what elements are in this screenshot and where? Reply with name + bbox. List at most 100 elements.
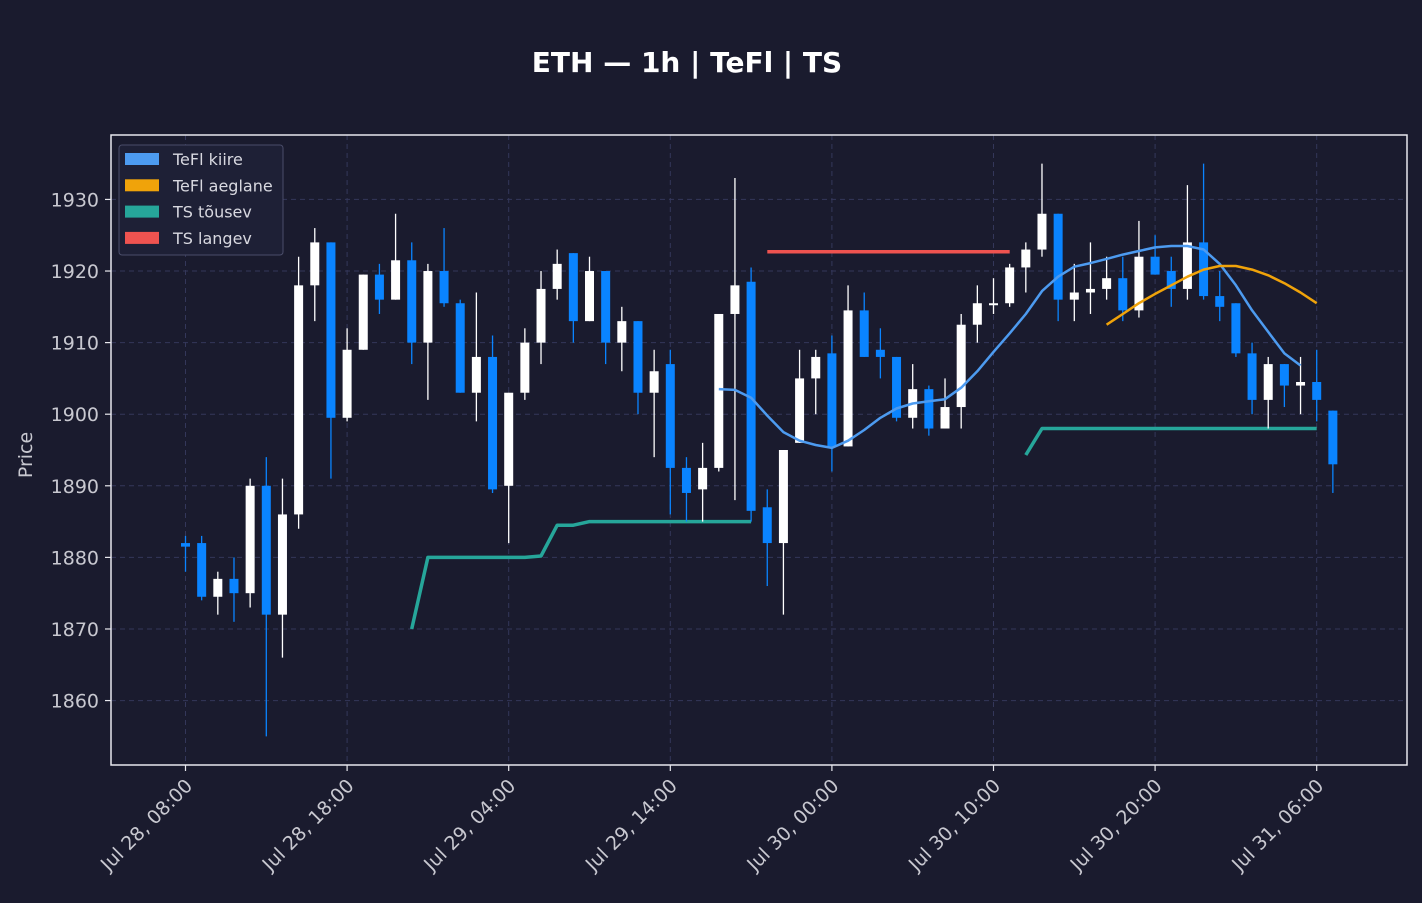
candle xyxy=(181,535,190,572)
candle xyxy=(1037,163,1047,257)
tefl-fast-line xyxy=(718,244,1302,450)
candle xyxy=(795,349,805,443)
y-axis-label: Price xyxy=(15,432,37,478)
legend: TeFl kiire TeFl aeglane TS tõusev TS langev xyxy=(118,144,284,256)
candle xyxy=(197,535,207,601)
candle-body xyxy=(229,578,239,594)
tefl-slow-line xyxy=(1105,264,1318,326)
candle-body xyxy=(1150,256,1160,275)
candle-body xyxy=(1296,381,1306,386)
candle xyxy=(681,457,691,522)
candle-body xyxy=(488,356,498,490)
legend-box xyxy=(118,144,284,256)
y-tick-label: 1920 xyxy=(51,261,99,283)
candle-body xyxy=(1247,353,1257,400)
candle xyxy=(568,253,578,343)
candle xyxy=(391,213,401,300)
y-tick-label: 1870 xyxy=(51,619,99,641)
candle-body xyxy=(294,285,304,515)
candle-body xyxy=(181,543,190,547)
candle xyxy=(1247,342,1257,415)
legend-swatch xyxy=(125,231,159,244)
candle-body xyxy=(859,310,869,357)
candle-body xyxy=(568,253,578,322)
candle-body xyxy=(1215,296,1225,307)
y-axis: 1860 1870 1880 1890 1900 1910 1920 1930 xyxy=(51,189,111,713)
candle xyxy=(698,442,708,522)
candle-body xyxy=(714,313,724,468)
candle xyxy=(956,313,966,429)
candle-body xyxy=(892,356,902,418)
candle xyxy=(1102,256,1112,300)
candle xyxy=(1053,213,1063,322)
legend-swatch xyxy=(125,153,159,165)
candle xyxy=(1118,256,1128,322)
candle-body xyxy=(374,274,384,300)
legend-label: TS tõusev xyxy=(172,203,252,222)
candle xyxy=(875,328,885,379)
candle-body xyxy=(1134,256,1144,311)
candle-body xyxy=(197,543,207,597)
candle xyxy=(213,571,223,615)
candle-body xyxy=(439,271,449,304)
candle-body xyxy=(730,285,740,314)
candle xyxy=(746,267,756,522)
candle xyxy=(665,349,675,515)
candle-body xyxy=(1182,242,1192,289)
candle-body xyxy=(1053,213,1063,300)
candle-body xyxy=(391,260,401,300)
candle xyxy=(859,292,869,357)
legend-label: TeFl aeglane xyxy=(172,176,273,195)
plot-frame xyxy=(110,134,1408,766)
y-tick-label: 1890 xyxy=(51,476,99,498)
candle-body xyxy=(358,274,368,350)
candle-body xyxy=(1069,292,1079,300)
candle-body xyxy=(1166,271,1176,289)
candle xyxy=(633,321,643,415)
plot-area xyxy=(181,163,1338,737)
candle-body xyxy=(1005,267,1015,304)
y-tick-label: 1880 xyxy=(51,547,99,569)
candle xyxy=(488,335,498,493)
candle xyxy=(843,285,853,447)
legend-label: TS langev xyxy=(172,229,252,248)
candle-body xyxy=(310,242,320,286)
candle xyxy=(229,557,239,622)
candle xyxy=(342,328,352,422)
candle xyxy=(1069,263,1079,322)
candle-body xyxy=(681,467,691,493)
candle xyxy=(407,242,417,365)
candle-body xyxy=(762,507,772,544)
candle xyxy=(617,306,627,372)
candle xyxy=(455,299,465,393)
candle xyxy=(520,328,530,400)
candle xyxy=(1215,271,1225,322)
candle xyxy=(1279,364,1289,408)
candle xyxy=(940,378,950,429)
candle xyxy=(1005,263,1015,307)
candle-body xyxy=(875,349,885,357)
candle xyxy=(989,278,998,314)
candle-body xyxy=(213,578,223,597)
candle xyxy=(245,478,255,608)
candle-body xyxy=(326,242,336,418)
y-tick-label: 1910 xyxy=(51,333,99,355)
y-tick-label: 1900 xyxy=(51,404,99,426)
candle xyxy=(261,457,271,737)
candle xyxy=(1166,256,1176,307)
candle xyxy=(1312,349,1322,422)
candle xyxy=(277,478,287,658)
candle xyxy=(471,292,481,422)
candle xyxy=(714,313,724,472)
candle-body xyxy=(746,281,756,511)
candle-body xyxy=(552,263,562,289)
candle xyxy=(972,285,982,343)
y-tick-label: 1860 xyxy=(51,691,99,713)
candle-body xyxy=(1085,288,1095,293)
candle xyxy=(1182,185,1192,300)
candle xyxy=(1263,356,1273,429)
candle xyxy=(1134,220,1144,318)
candle xyxy=(1328,410,1338,493)
candle-body xyxy=(261,485,271,615)
candle-body xyxy=(1037,213,1047,250)
